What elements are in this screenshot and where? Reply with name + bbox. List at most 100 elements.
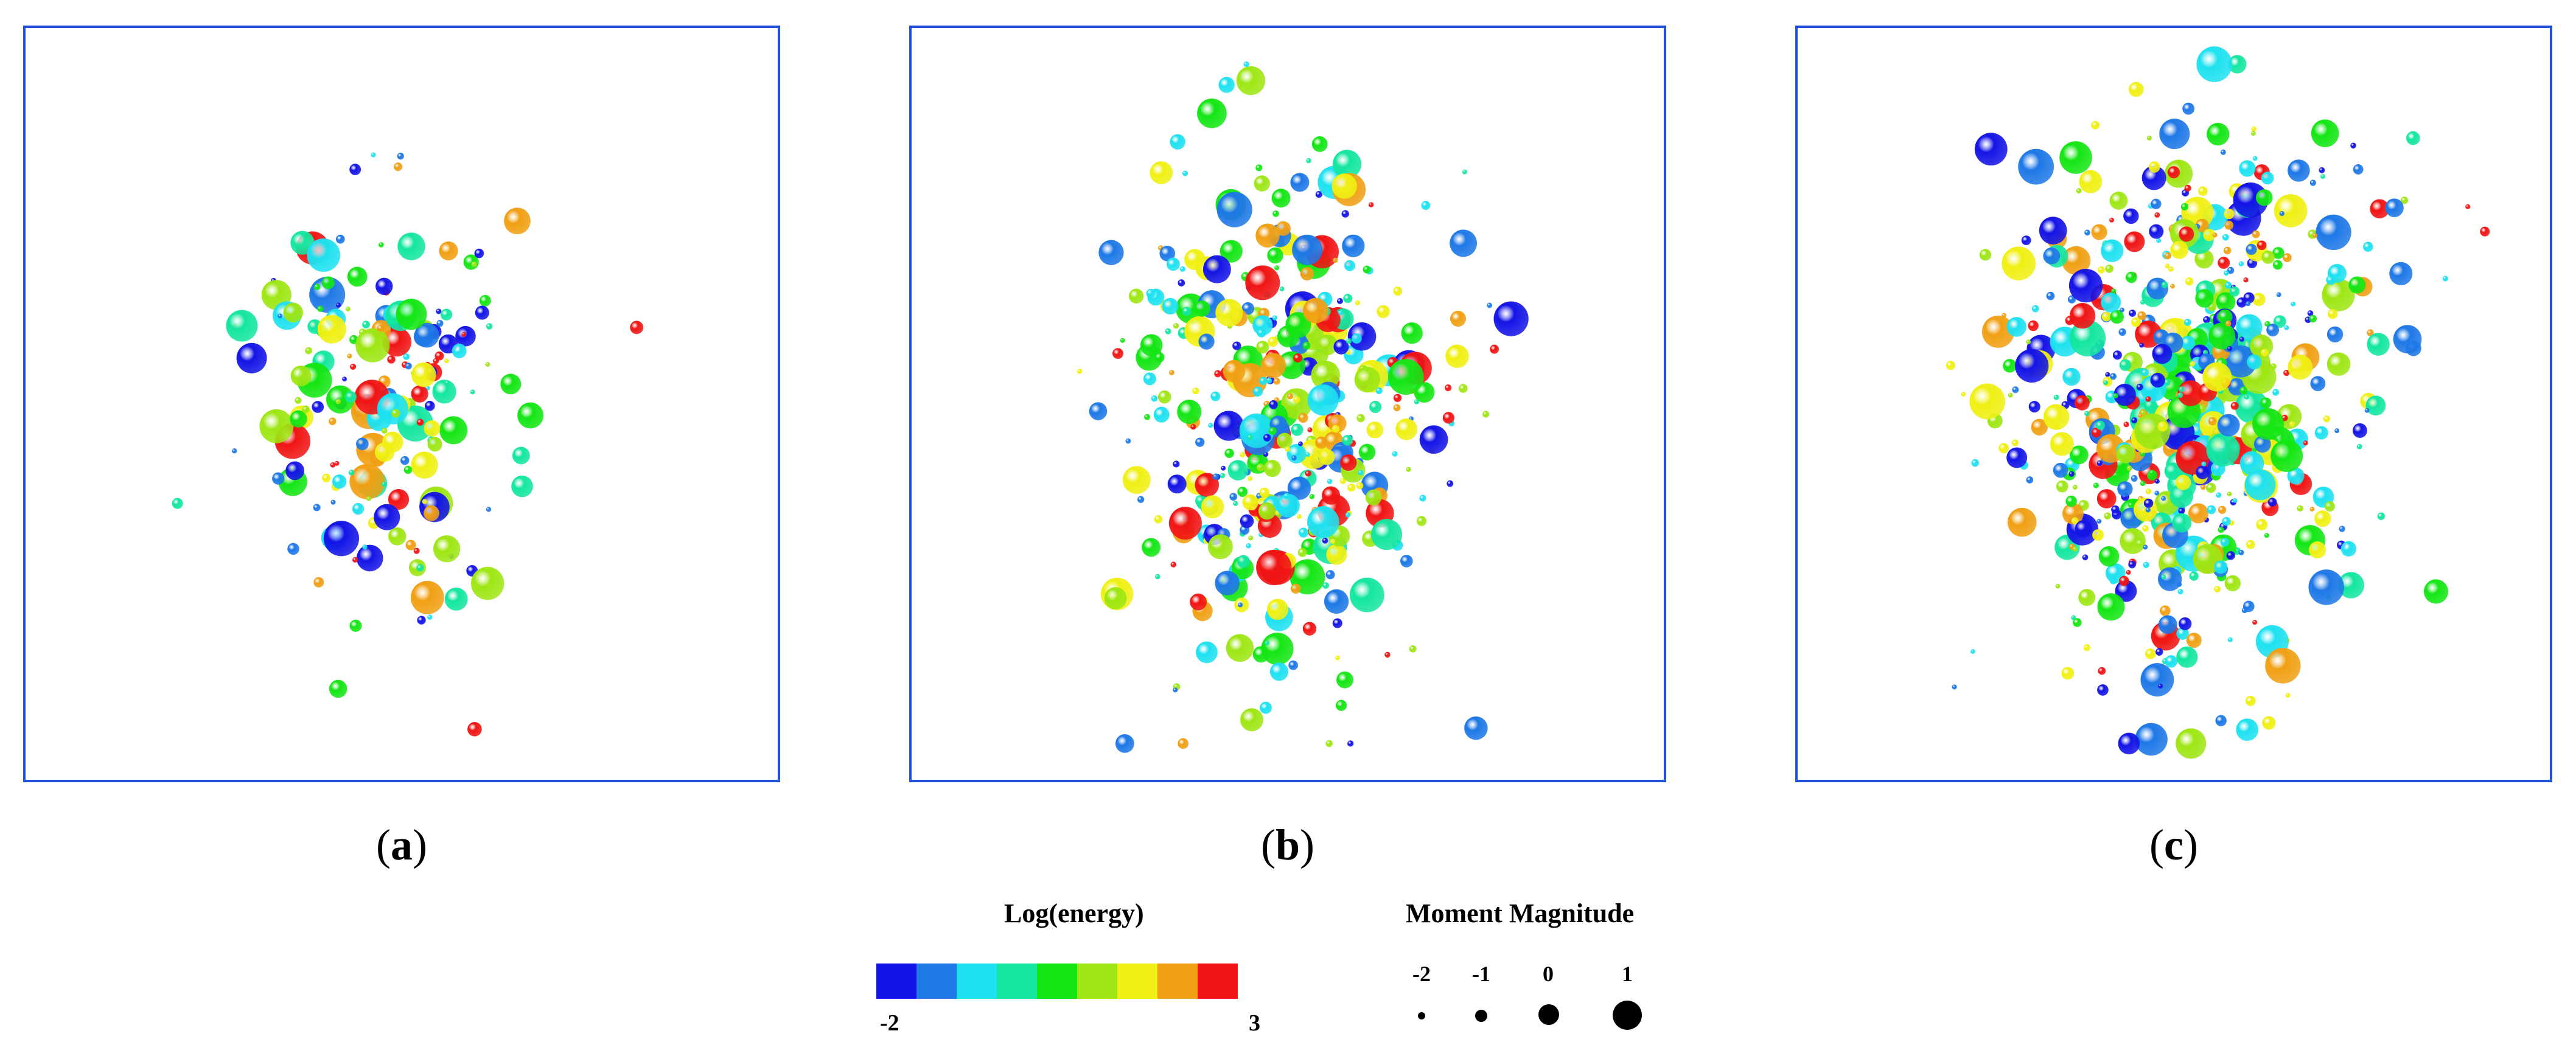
event-sphere	[2389, 262, 2413, 285]
event-sphere	[1252, 386, 1263, 397]
event-sphere	[2274, 194, 2308, 227]
event-sphere	[2308, 569, 2344, 605]
event-sphere	[2092, 529, 2104, 541]
event-sphere	[416, 418, 424, 426]
event-sphere	[2220, 149, 2226, 155]
event-sphere	[2098, 266, 2105, 274]
event-sphere	[236, 342, 267, 373]
event-sphere	[347, 266, 368, 287]
event-sphere	[2008, 392, 2013, 398]
event-sphere	[512, 446, 530, 465]
event-sphere	[2146, 277, 2169, 300]
event-sphere	[1291, 455, 1297, 461]
event-sphere	[1272, 315, 1277, 321]
event-sphere	[1122, 466, 1151, 494]
event-sphere	[2214, 586, 2221, 592]
event-sphere	[2154, 212, 2160, 218]
event-sphere	[1309, 494, 1315, 499]
event-sphere	[1240, 452, 1246, 458]
event-sphere	[1946, 361, 1955, 370]
event-sphere	[2146, 135, 2152, 141]
event-sphere	[1248, 535, 1254, 541]
event-sphere	[2307, 310, 2314, 316]
event-sphere	[1215, 299, 1243, 327]
event-sphere	[2105, 372, 2110, 377]
event-sphere	[1307, 506, 1339, 538]
colorbar-cell-0	[876, 964, 916, 999]
event-sphere	[1089, 402, 1108, 420]
event-sphere	[2123, 422, 2129, 428]
event-sphere	[1195, 473, 1220, 497]
event-sphere	[2155, 648, 2163, 656]
moment-label-1: 1	[1622, 962, 1633, 986]
moment-dot-neg1	[1475, 1010, 1487, 1022]
event-sphere	[2196, 46, 2232, 82]
event-sphere	[1462, 169, 1467, 175]
event-sphere	[259, 409, 294, 443]
event-sphere	[2134, 413, 2171, 450]
event-sphere	[1215, 571, 1240, 595]
event-sphere	[2158, 615, 2177, 634]
event-sphere	[2244, 394, 2249, 400]
event-sphere	[405, 363, 412, 370]
event-sphere	[2206, 433, 2240, 467]
event-sphere	[1260, 701, 1272, 714]
event-sphere	[172, 498, 183, 509]
event-sphere	[2140, 409, 2146, 415]
event-sphere	[1336, 671, 1353, 689]
event-sphere	[411, 451, 438, 479]
event-sphere	[2279, 210, 2285, 217]
event-sphere	[2365, 395, 2386, 416]
event-sphere	[2218, 527, 2224, 533]
event-sphere	[2252, 293, 2266, 307]
moment-dot-neg2	[1418, 1012, 1425, 1019]
event-sphere	[2222, 234, 2229, 241]
event-sphere	[1233, 501, 1238, 506]
event-sphere	[2207, 505, 2216, 515]
event-sphere	[1952, 684, 1957, 690]
event-sphere	[1335, 700, 1347, 711]
event-sphere	[1306, 158, 1311, 164]
event-sphere	[2227, 266, 2235, 274]
event-sphere	[1168, 507, 1202, 540]
event-sphere	[1239, 413, 1274, 448]
event-sphere	[2165, 263, 2170, 269]
event-sphere	[1421, 201, 1431, 210]
event-sphere	[1256, 464, 1265, 471]
moment-dot-1	[1613, 1001, 1642, 1030]
event-sphere	[2082, 554, 2089, 561]
event-sphere	[1365, 489, 1382, 506]
event-sphere	[332, 474, 347, 489]
event-sphere	[2323, 415, 2331, 423]
event-sphere	[2159, 119, 2190, 150]
event-sphere	[1274, 265, 1280, 271]
event-sphere	[1293, 353, 1303, 363]
event-sphere	[1300, 266, 1314, 281]
event-sphere	[1377, 305, 1390, 319]
event-sphere	[1316, 334, 1338, 356]
event-sphere	[2205, 482, 2216, 493]
event-sphere	[2224, 282, 2232, 290]
event-sphere	[317, 314, 346, 344]
event-sphere	[1198, 333, 1215, 350]
event-sphere	[2327, 308, 2338, 319]
event-sphere	[1311, 361, 1340, 390]
event-sphere	[2239, 451, 2264, 476]
event-sphere	[2074, 395, 2090, 411]
event-sphere	[2098, 546, 2120, 567]
energy-colorbar	[876, 964, 1238, 999]
event-sphere	[2320, 174, 2325, 179]
event-sphere	[2073, 618, 2082, 627]
event-sphere	[1144, 414, 1150, 420]
event-sphere	[1272, 210, 1279, 217]
event-sphere	[2203, 229, 2216, 241]
event-sphere	[2143, 398, 2157, 413]
event-sphere	[485, 362, 490, 367]
colorbar-cell-2	[957, 964, 997, 999]
event-sphere	[403, 353, 410, 360]
event-sphere	[2177, 392, 2183, 398]
event-sphere	[2224, 575, 2241, 592]
event-sphere	[388, 488, 410, 510]
event-sphere	[2083, 644, 2090, 651]
event-sphere	[1998, 443, 2009, 454]
